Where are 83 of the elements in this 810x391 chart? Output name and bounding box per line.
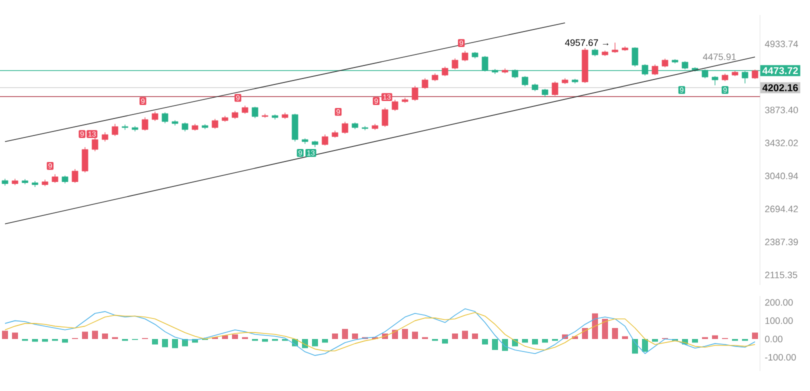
- candlestick: [382, 107, 388, 128]
- bar: [592, 313, 598, 339]
- bar: [542, 338, 548, 343]
- candlestick: [162, 112, 168, 124]
- y-tick-label: 3873.40: [765, 106, 798, 114]
- bar: [632, 338, 638, 354]
- annotation: 4475.91: [702, 54, 736, 60]
- bar: [472, 334, 478, 339]
- bar: [312, 338, 318, 346]
- bar: [42, 338, 48, 342]
- candlestick: [142, 117, 148, 132]
- y-tick-label: 2115.35: [765, 272, 798, 278]
- candlestick: [322, 134, 328, 146]
- bar: [62, 338, 68, 343]
- bar: [752, 332, 758, 339]
- candlestick: [712, 76, 718, 86]
- candlestick: [122, 124, 128, 130]
- bar: [452, 334, 458, 339]
- y-tick-label: 3040.94: [765, 172, 798, 180]
- bar: [152, 338, 158, 344]
- candlestick: [112, 124, 118, 136]
- bar: [712, 335, 718, 339]
- bar: [402, 328, 408, 339]
- bar: [642, 338, 648, 352]
- bar: [532, 338, 538, 344]
- y-tick-label: 2387.39: [765, 238, 798, 246]
- candlestick: [152, 111, 158, 122]
- candlestick: [252, 106, 258, 118]
- y-tick-label: 0.00: [765, 336, 782, 342]
- bar: [332, 334, 338, 339]
- bar: [692, 338, 698, 343]
- bar: [102, 334, 108, 339]
- candlestick: [82, 146, 88, 173]
- bar: [462, 330, 468, 339]
- bar: [352, 334, 358, 339]
- bar: [502, 338, 508, 351]
- bar: [602, 318, 608, 339]
- bar: [392, 330, 398, 339]
- candlestick: [102, 132, 108, 142]
- annotation: 4957.67 →: [565, 39, 608, 46]
- bar: [582, 328, 588, 339]
- candlestick: [442, 66, 448, 76]
- y-tick-label: 4933.74: [764, 40, 798, 48]
- bar: [492, 338, 498, 350]
- candlestick: [632, 46, 638, 67]
- candlestick: [462, 50, 468, 62]
- ref-line-label: 4202.16: [762, 84, 798, 92]
- y-tick-label: 3432.02: [765, 140, 798, 146]
- candlestick: [72, 168, 78, 184]
- bar: [162, 338, 168, 348]
- bar: [172, 338, 178, 348]
- bar: [232, 334, 238, 339]
- bar: [622, 336, 628, 339]
- candlestick: [412, 86, 418, 102]
- candlestick: [612, 42, 618, 54]
- bar: [652, 338, 658, 342]
- bar: [82, 332, 88, 339]
- bar: [12, 332, 18, 339]
- y-tick-label: -100.00: [765, 354, 796, 361]
- bar: [412, 332, 418, 339]
- ref-line-label: 4473.72: [762, 67, 798, 74]
- candlestick: [752, 69, 758, 80]
- candlestick: [422, 78, 428, 90]
- candlestick: [362, 126, 368, 131]
- bar: [92, 330, 98, 339]
- bar: [442, 338, 448, 344]
- bar: [482, 338, 488, 344]
- candlestick: [652, 64, 658, 76]
- bar: [522, 338, 528, 343]
- candlestick: [342, 121, 348, 134]
- bar: [32, 338, 38, 342]
- candlestick: [452, 58, 458, 70]
- bar: [342, 328, 348, 339]
- candlestick: [552, 81, 558, 96]
- bar: [322, 338, 328, 343]
- candlestick: [212, 118, 218, 130]
- y-tick-label: 2694.42: [765, 206, 798, 212]
- bar: [2, 330, 8, 339]
- bar: [262, 338, 268, 342]
- y-tick-label: 200.00: [765, 299, 793, 306]
- y-tick-label: 100.00: [765, 317, 793, 324]
- bar: [612, 328, 618, 339]
- candlestick: [522, 76, 528, 87]
